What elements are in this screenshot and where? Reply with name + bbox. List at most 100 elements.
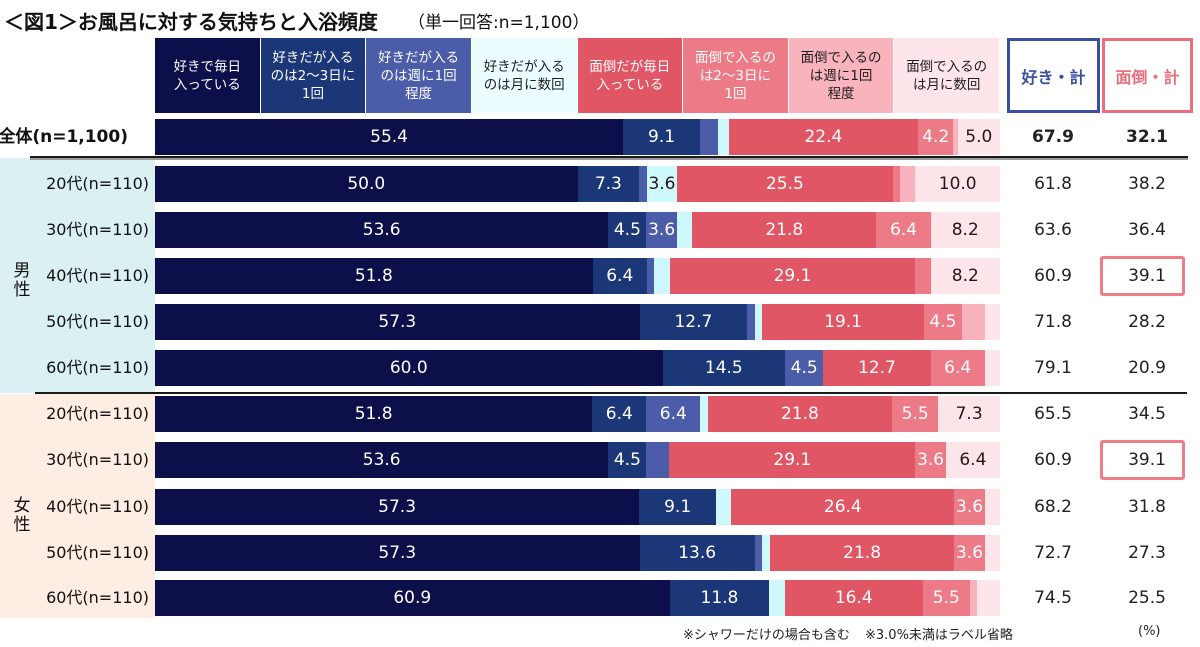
bar-segment bbox=[646, 442, 670, 478]
total-bother-value: 27.3 bbox=[1128, 543, 1166, 563]
data-label: 6.4 bbox=[606, 265, 634, 286]
data-label: 53.6 bbox=[362, 219, 401, 240]
row-label: 20代(n=110) bbox=[46, 404, 149, 423]
separator-line bbox=[35, 392, 1187, 394]
total-like-value: 71.8 bbox=[1034, 312, 1072, 332]
stacked-bar: 57.3 9.1 26.4 3.6 bbox=[155, 489, 1000, 525]
bar-segment bbox=[900, 166, 916, 202]
bar-segment: 6.4 bbox=[592, 258, 647, 294]
bar-segment bbox=[676, 212, 693, 248]
bar-segment: 51.8 bbox=[155, 258, 593, 294]
bar-segment bbox=[754, 535, 763, 571]
legend-item: 面倒で入るの は月に数回 bbox=[894, 38, 1000, 113]
total-bother-value: 39.1 bbox=[1128, 266, 1166, 286]
stacked-bar: 50.0 7.3 3.6 25.5 10.0 bbox=[155, 166, 1000, 202]
stacked-bar: 60.0 14.5 4.5 12.7 6.4 bbox=[155, 350, 1000, 386]
data-label: 13.6 bbox=[678, 542, 717, 563]
bar-segment bbox=[639, 166, 647, 202]
bar-segment: 9.1 bbox=[639, 489, 717, 525]
unit-label: (%) bbox=[1138, 624, 1161, 639]
chart-title: ＜図1＞お風呂に対する気持ちと入浴頻度 bbox=[4, 10, 378, 34]
total-header-like: 好き・計 bbox=[1007, 38, 1100, 113]
group-background-male bbox=[0, 158, 155, 393]
bar-segment: 3.6 bbox=[646, 212, 677, 248]
bar-segment bbox=[646, 258, 655, 294]
bar-segment: 4.5 bbox=[608, 442, 647, 478]
bar-segment: 4.5 bbox=[785, 350, 824, 386]
data-label: 9.1 bbox=[648, 126, 676, 147]
bar-segment: 12.7 bbox=[823, 350, 931, 386]
highlight-box bbox=[1100, 440, 1185, 480]
legend-item: 好きだが入る のは2～3日に 1回 bbox=[260, 38, 367, 113]
bar-segment bbox=[984, 350, 1000, 386]
data-label: 12.7 bbox=[857, 357, 896, 378]
bar-segment bbox=[961, 304, 985, 340]
bar-segment: 53.6 bbox=[155, 442, 609, 478]
bar-segment: 57.3 bbox=[155, 304, 640, 340]
total-like-value: 74.5 bbox=[1034, 588, 1072, 608]
bar-segment: 7.3 bbox=[577, 166, 640, 202]
total-header-bother: 面倒・計 bbox=[1102, 38, 1193, 113]
data-label: 60.0 bbox=[389, 357, 428, 378]
total-bother-value: 25.5 bbox=[1128, 588, 1166, 608]
bar-segment: 51.8 bbox=[155, 396, 593, 432]
data-label: 6.4 bbox=[959, 449, 987, 470]
bar-segment: 8.2 bbox=[930, 212, 1000, 248]
data-label: 21.8 bbox=[843, 542, 882, 563]
total-bother-value: 32.1 bbox=[1126, 127, 1168, 147]
group-label-female: 女性 bbox=[13, 496, 31, 535]
bar-segment: 7.3 bbox=[938, 396, 1000, 432]
total-like-value: 61.8 bbox=[1034, 174, 1072, 194]
bar-segment: 3.6 bbox=[646, 166, 678, 202]
bar-segment: 16.4 bbox=[784, 580, 924, 616]
bar-segment: 3.6 bbox=[954, 535, 985, 571]
total-bother-value: 31.8 bbox=[1128, 497, 1166, 517]
legend-item: 好きだが入る のは月に数回 bbox=[471, 38, 578, 113]
data-label: 53.6 bbox=[362, 449, 401, 470]
data-label: 55.4 bbox=[370, 126, 408, 147]
bar-segment: 57.3 bbox=[155, 489, 640, 525]
bar-segment: 60.9 bbox=[155, 580, 670, 616]
bar-segment bbox=[984, 489, 1000, 525]
bar-segment: 25.5 bbox=[677, 166, 893, 202]
stacked-bar: 55.4 9.1 22.4 4.2 5.0 bbox=[155, 119, 1000, 155]
data-label: 21.8 bbox=[765, 219, 804, 240]
data-label: 8.2 bbox=[951, 219, 979, 240]
stacked-bar: 60.9 11.8 16.4 5.5 bbox=[155, 580, 1000, 616]
row-label: 30代(n=110) bbox=[46, 450, 149, 469]
data-label: 6.4 bbox=[944, 357, 972, 378]
data-label: 6.4 bbox=[659, 403, 687, 424]
total-like-value: 60.9 bbox=[1034, 450, 1072, 470]
bar-segment: 22.4 bbox=[728, 119, 918, 155]
separator-line bbox=[30, 156, 1188, 158]
total-bother-value: 20.9 bbox=[1128, 358, 1166, 378]
bar-segment bbox=[717, 119, 729, 155]
total-like-value: 63.6 bbox=[1034, 220, 1072, 240]
data-label: 4.5 bbox=[613, 219, 641, 240]
bar-segment bbox=[892, 166, 901, 202]
total-like-value: 65.5 bbox=[1034, 404, 1072, 424]
group-label-male: 男性 bbox=[13, 261, 31, 300]
bar-segment: 6.4 bbox=[945, 442, 1000, 478]
data-label: 50.0 bbox=[347, 173, 386, 194]
bar-segment: 9.1 bbox=[623, 119, 701, 155]
bar-segment bbox=[754, 304, 763, 340]
bar-segment bbox=[700, 119, 718, 155]
data-label: 12.7 bbox=[674, 311, 713, 332]
bar-segment: 10.0 bbox=[915, 166, 1000, 202]
footnote-label-threshold: ※3.0%未満はラベル省略 bbox=[865, 628, 1013, 643]
bar-segment: 57.3 bbox=[155, 535, 640, 571]
bar-segment: 4.5 bbox=[923, 304, 962, 340]
data-label: 26.4 bbox=[823, 496, 862, 517]
stacked-bar: 57.3 13.6 21.8 3.6 bbox=[155, 535, 1000, 571]
total-bother-value: 34.5 bbox=[1128, 404, 1166, 424]
legend-item: 好きだが入る のは週に1回 程度 bbox=[366, 38, 472, 113]
data-label: 16.4 bbox=[834, 587, 873, 608]
data-label: 57.3 bbox=[378, 311, 417, 332]
bar-segment: 21.8 bbox=[769, 535, 955, 571]
data-label: 60.9 bbox=[393, 587, 432, 608]
bar-segment: 26.4 bbox=[731, 489, 955, 525]
row-label: 60代(n=110) bbox=[46, 588, 149, 607]
bar-segment bbox=[984, 304, 1000, 340]
data-label: 29.1 bbox=[773, 449, 812, 470]
